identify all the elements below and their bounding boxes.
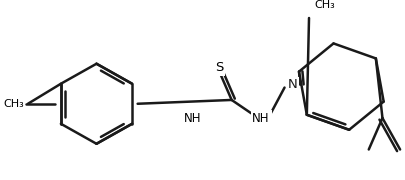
Text: NH: NH bbox=[252, 112, 270, 125]
Text: CH₃: CH₃ bbox=[3, 99, 24, 109]
Text: N: N bbox=[288, 78, 297, 91]
Text: S: S bbox=[215, 61, 223, 74]
Text: CH₃: CH₃ bbox=[314, 0, 335, 10]
Text: NH: NH bbox=[184, 112, 201, 125]
